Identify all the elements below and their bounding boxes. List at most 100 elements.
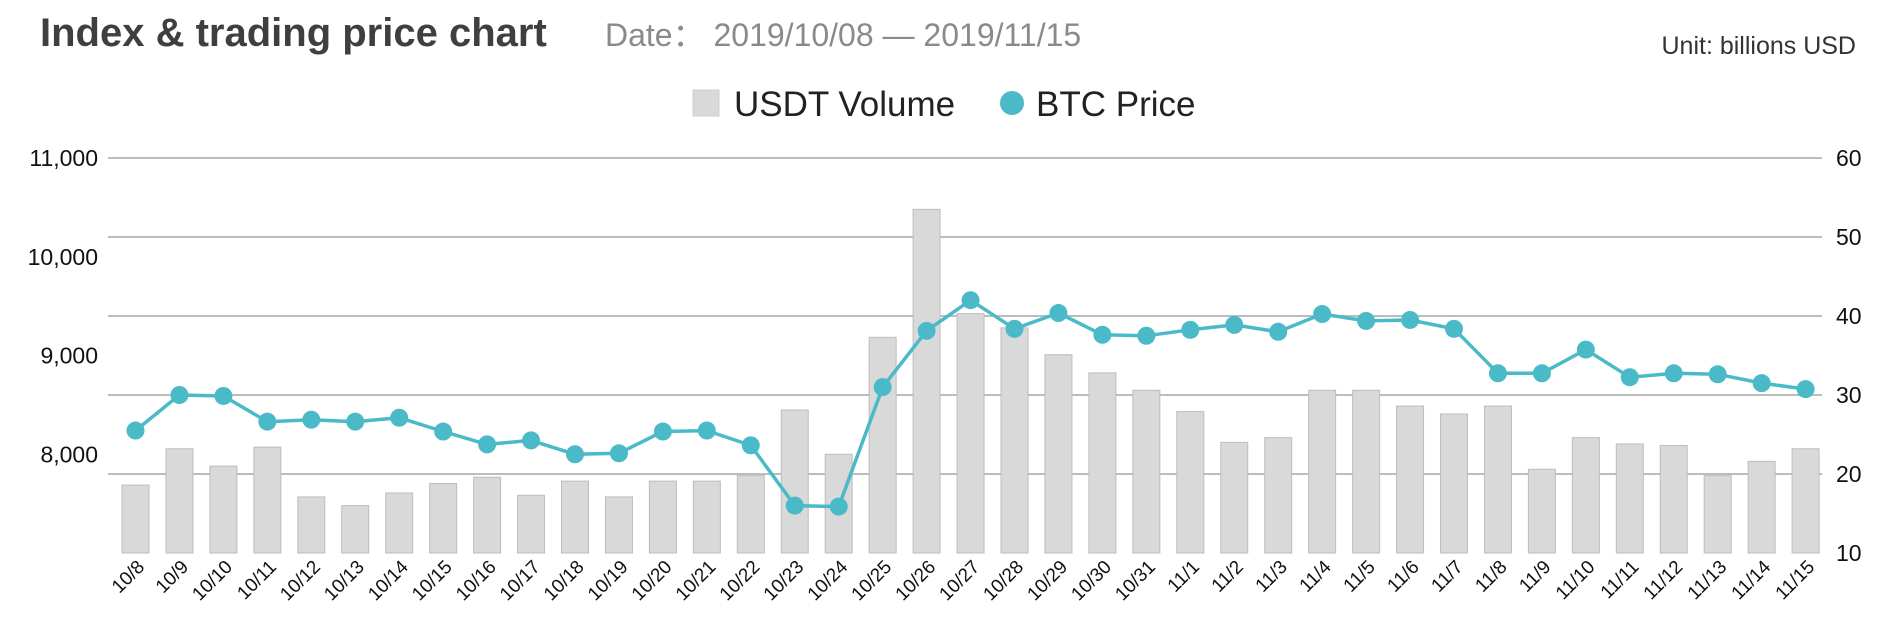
price-point-10/30 bbox=[1093, 325, 1112, 344]
volume-bar-10/17 bbox=[517, 494, 546, 554]
price-point-11/15 bbox=[1796, 380, 1815, 399]
price-point-11/1 bbox=[1181, 320, 1200, 339]
right-tick-0: 10 bbox=[1836, 540, 1862, 566]
volume-bar-11/4 bbox=[1308, 389, 1337, 554]
price-point-11/6 bbox=[1401, 310, 1420, 329]
x-tick-11/2: 11/2 bbox=[1208, 557, 1248, 597]
volume-bar-11/2 bbox=[1220, 441, 1249, 554]
price-point-10/8 bbox=[126, 421, 145, 440]
volume-bar-11/15 bbox=[1791, 448, 1820, 554]
x-tick-10/15: 10/15 bbox=[408, 557, 456, 605]
price-point-10/31 bbox=[1137, 326, 1156, 345]
x-tick-10/9: 10/9 bbox=[152, 557, 193, 598]
volume-bar-11/8 bbox=[1483, 405, 1512, 554]
x-tick-10/19: 10/19 bbox=[584, 557, 632, 605]
volume-bar-11/10 bbox=[1571, 437, 1600, 554]
volume-bar-10/23 bbox=[780, 409, 809, 554]
x-tick-10/21: 10/21 bbox=[672, 557, 720, 605]
left-tick-3: 11,000 bbox=[29, 145, 98, 171]
price-point-10/20 bbox=[653, 422, 672, 441]
x-tick-10/22: 10/22 bbox=[716, 557, 764, 605]
right-tick-3: 40 bbox=[1836, 303, 1862, 329]
volume-bar-10/13 bbox=[341, 505, 370, 554]
price-point-11/9 bbox=[1532, 364, 1551, 383]
left-axis-ticks: 8,000 9,000 10,000 11,000 bbox=[28, 145, 98, 467]
volume-bar-10/31 bbox=[1132, 389, 1161, 554]
price-point-11/13 bbox=[1708, 365, 1727, 384]
x-tick-10/20: 10/20 bbox=[628, 557, 676, 605]
price-point-10/21 bbox=[697, 421, 716, 440]
price-point-10/26 bbox=[917, 321, 936, 340]
unit-label: Unit: billions USD bbox=[1661, 32, 1856, 60]
price-point-11/14 bbox=[1752, 374, 1771, 393]
volume-bar-10/8 bbox=[121, 484, 150, 554]
volume-bar-11/1 bbox=[1176, 411, 1205, 554]
volume-bar-10/28 bbox=[1000, 327, 1029, 554]
right-tick-2: 30 bbox=[1836, 382, 1862, 408]
price-point-11/5 bbox=[1357, 311, 1376, 330]
x-tick-10/14: 10/14 bbox=[364, 556, 413, 605]
x-tick-11/14: 11/14 bbox=[1728, 556, 1776, 604]
price-point-10/16 bbox=[478, 435, 497, 454]
x-tick-10/12: 10/12 bbox=[276, 557, 324, 605]
volume-bar-11/6 bbox=[1396, 405, 1425, 554]
price-point-11/8 bbox=[1488, 364, 1507, 383]
legend-label-volume: USDT Volume bbox=[734, 85, 955, 124]
price-point-10/22 bbox=[741, 436, 760, 455]
x-tick-11/4: 11/4 bbox=[1296, 556, 1336, 596]
volume-bar-11/14 bbox=[1747, 460, 1776, 554]
x-tick-11/11: 11/11 bbox=[1597, 557, 1643, 603]
volume-bar-10/18 bbox=[561, 480, 589, 554]
price-point-10/18 bbox=[566, 445, 584, 464]
volume-bar-11/5 bbox=[1352, 389, 1381, 554]
price-point-11/11 bbox=[1620, 368, 1639, 387]
price-point-10/27 bbox=[961, 291, 980, 310]
x-tick-11/1: 11/1 bbox=[1164, 557, 1204, 597]
x-tick-11/12: 11/12 bbox=[1640, 557, 1687, 604]
volume-bars bbox=[121, 208, 1820, 554]
x-tick-10/26: 10/26 bbox=[892, 557, 940, 605]
x-tick-10/25: 10/25 bbox=[848, 557, 896, 605]
volume-bar-11/13 bbox=[1703, 475, 1732, 554]
volume-bar-11/12 bbox=[1659, 445, 1688, 554]
price-point-10/24 bbox=[829, 497, 848, 516]
volume-bar-10/15 bbox=[429, 482, 458, 554]
price-point-10/13 bbox=[346, 412, 365, 431]
right-tick-5: 60 bbox=[1836, 145, 1862, 171]
price-point-10/10 bbox=[214, 386, 233, 405]
volume-bar-11/9 bbox=[1527, 468, 1556, 554]
price-point-10/29 bbox=[1049, 304, 1068, 323]
price-point-11/10 bbox=[1576, 340, 1595, 359]
legend: USDT Volume BTC Price bbox=[692, 85, 1195, 124]
volume-bar-10/26 bbox=[912, 208, 941, 554]
price-point-11/7 bbox=[1445, 319, 1463, 338]
x-tick-10/8: 10/8 bbox=[108, 557, 149, 598]
left-tick-2: 10,000 bbox=[28, 244, 98, 270]
volume-bar-10/12 bbox=[297, 496, 326, 554]
x-tick-10/29: 10/29 bbox=[1024, 557, 1072, 605]
legend-swatch-volume bbox=[692, 89, 720, 117]
left-tick-1: 9,000 bbox=[40, 343, 98, 369]
x-tick-11/6: 11/6 bbox=[1384, 557, 1424, 597]
x-tick-11/5: 11/5 bbox=[1340, 557, 1380, 597]
x-tick-10/10: 10/10 bbox=[188, 557, 236, 605]
volume-bar-10/25 bbox=[868, 336, 897, 554]
x-tick-10/27: 10/27 bbox=[936, 557, 984, 605]
x-tick-10/24: 10/24 bbox=[804, 556, 853, 605]
price-point-11/12 bbox=[1664, 364, 1683, 383]
price-line bbox=[126, 291, 1815, 516]
x-tick-10/16: 10/16 bbox=[452, 557, 500, 605]
right-tick-1: 20 bbox=[1836, 461, 1862, 487]
price-point-11/2 bbox=[1225, 315, 1244, 334]
volume-bar-10/19 bbox=[604, 496, 633, 554]
x-tick-11/8: 11/8 bbox=[1471, 557, 1511, 597]
legend-label-price: BTC Price bbox=[1036, 85, 1195, 124]
volume-bar-11/7 bbox=[1440, 413, 1468, 554]
volume-bar-10/30 bbox=[1088, 372, 1117, 554]
x-tick-10/18: 10/18 bbox=[540, 557, 588, 605]
volume-bar-11/11 bbox=[1615, 443, 1644, 554]
price-point-10/14 bbox=[390, 408, 409, 427]
volume-bar-10/14 bbox=[385, 492, 414, 554]
volume-bar-10/16 bbox=[473, 476, 502, 554]
